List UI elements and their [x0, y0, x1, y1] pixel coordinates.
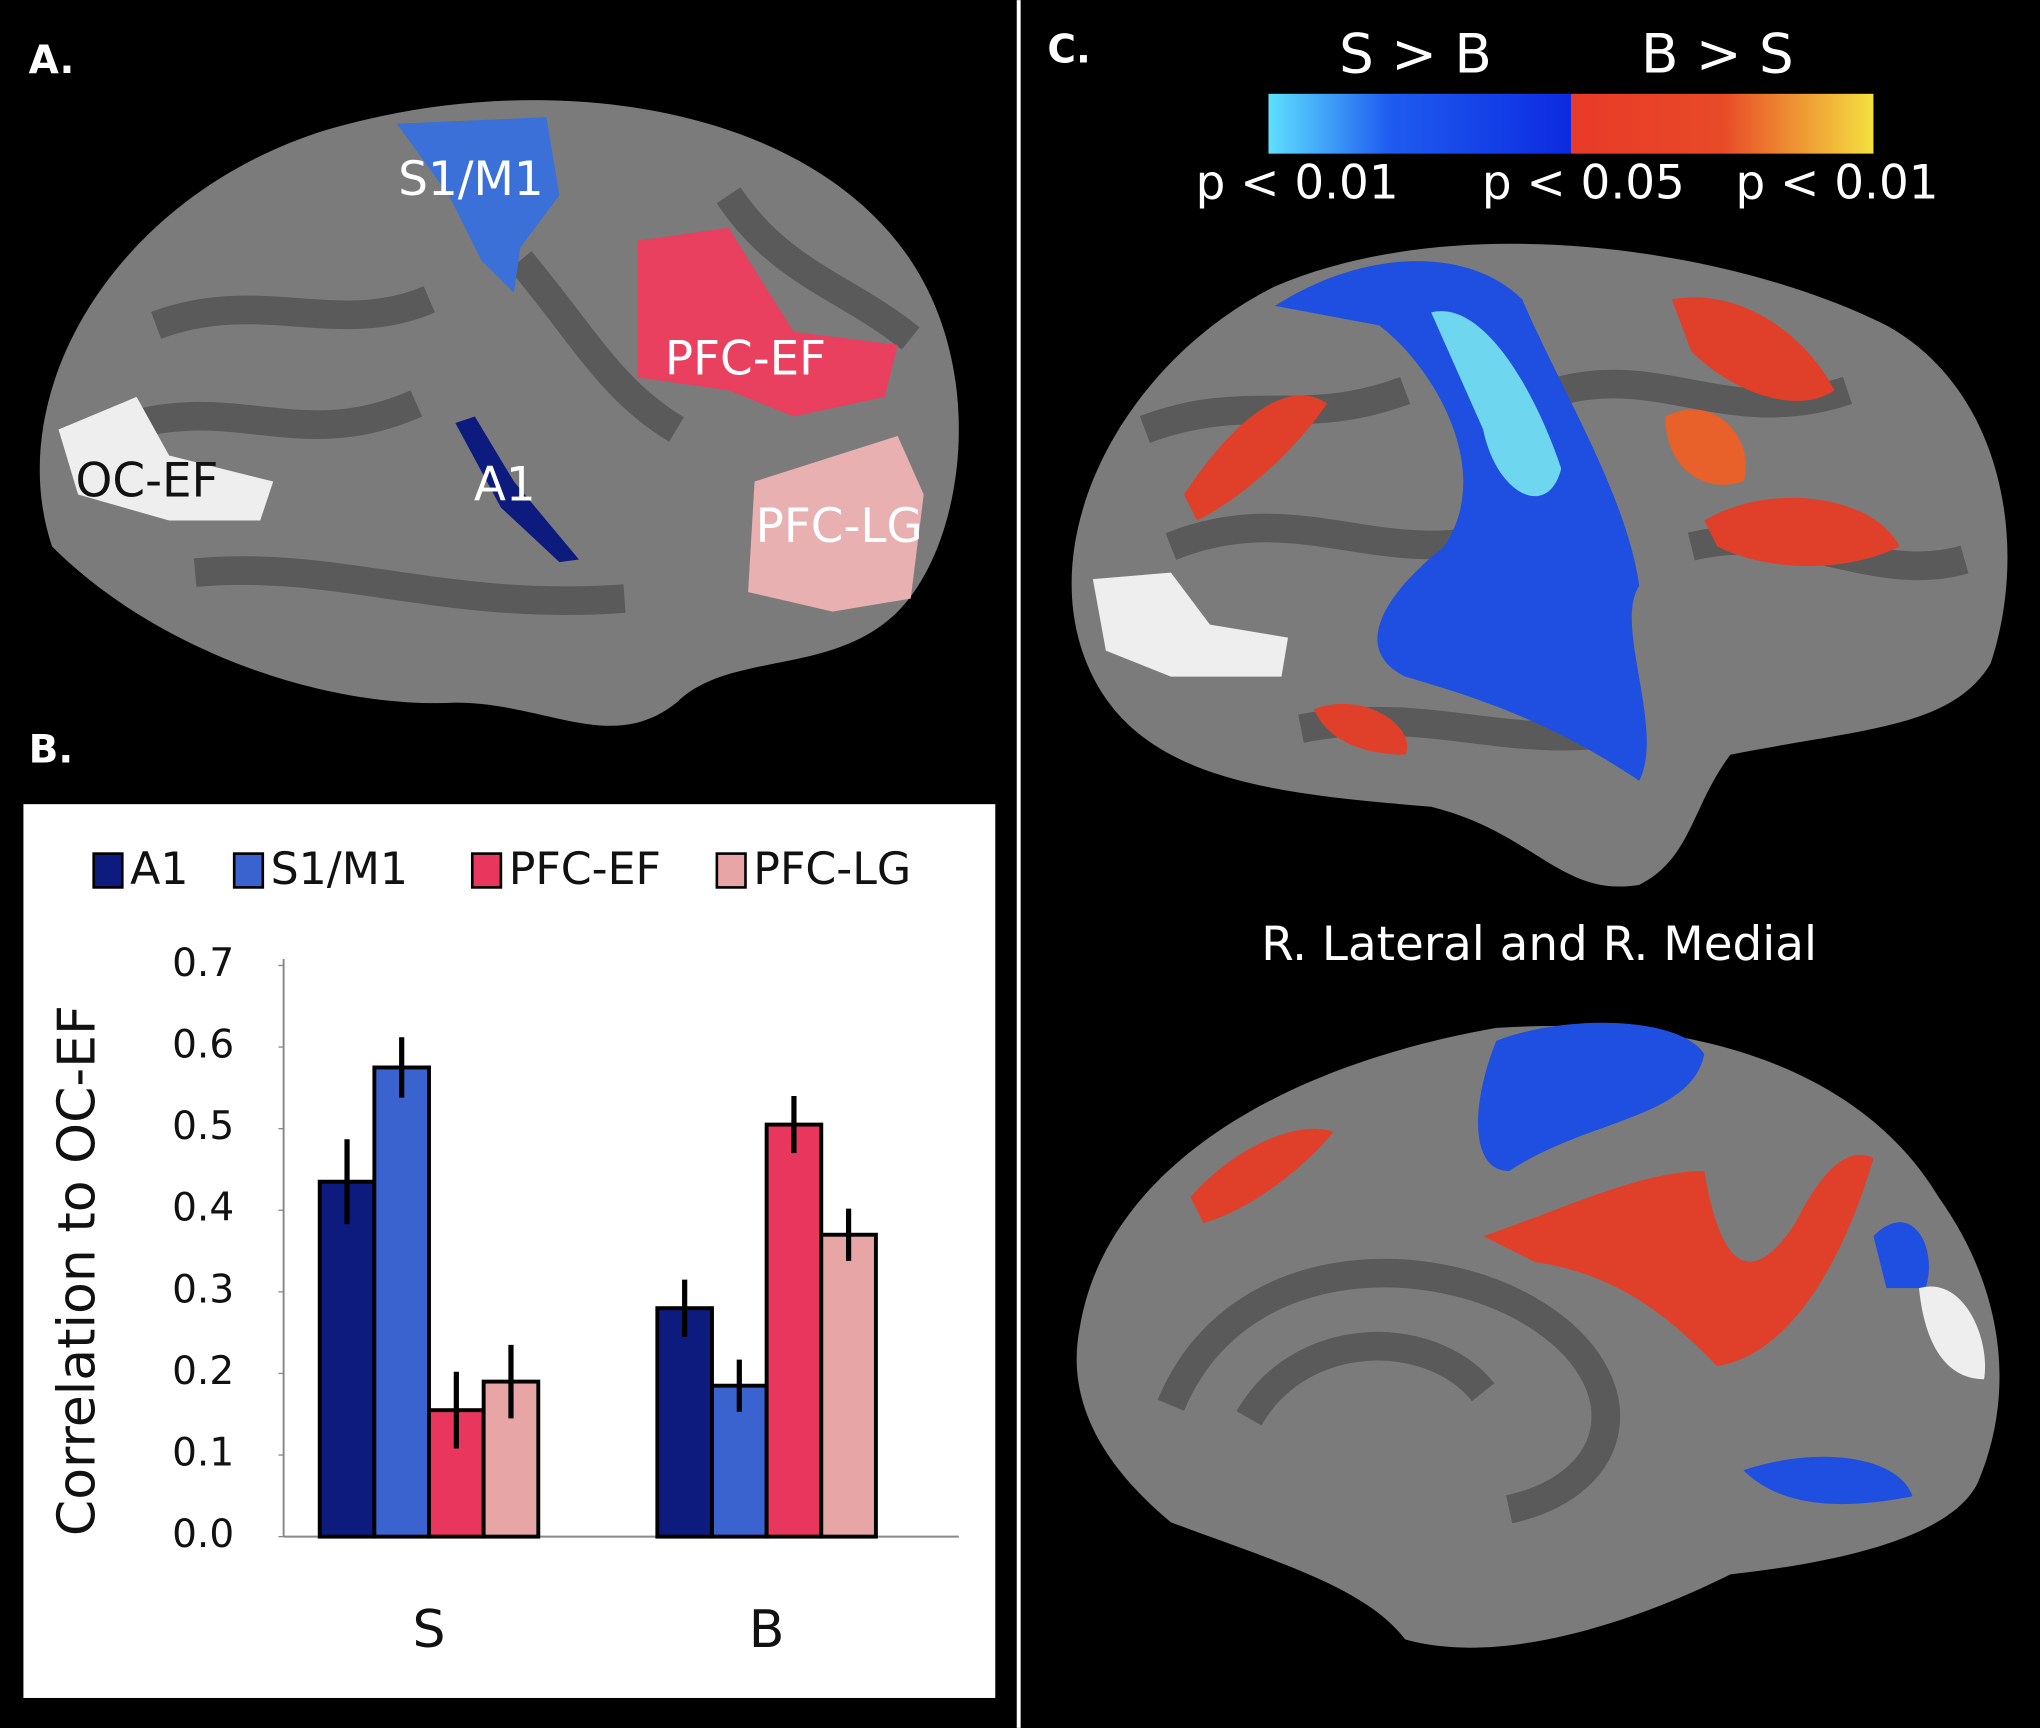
- legend-label: PFC-EF: [509, 844, 661, 895]
- colorbar-label: p < 0.01: [1196, 157, 1399, 211]
- region-label: S1/M1: [398, 153, 543, 207]
- panel-label: B.: [29, 728, 74, 773]
- y-tick-label: 0.2: [172, 1349, 234, 1394]
- bar: [317, 1179, 377, 1539]
- legend-swatch: [92, 852, 124, 889]
- brain-lateral: [1071, 243, 2008, 887]
- region-label: PFC-EF: [665, 332, 826, 386]
- y-axis-title: Correlation to OC-EF: [48, 1005, 108, 1536]
- x-tick-label: B: [749, 1600, 785, 1660]
- legend-swatch: [470, 852, 503, 889]
- brain-medial: [1076, 1022, 2000, 1648]
- y-tick-label: 0.0: [172, 1512, 234, 1557]
- colorbar-label: p < 0.01: [1736, 157, 1939, 211]
- region-label: PFC-LG: [756, 500, 923, 554]
- y-tick-label: 0.5: [172, 1104, 234, 1149]
- legend-label: A1: [130, 844, 188, 895]
- bar: [655, 1306, 714, 1539]
- colorbar: [1268, 93, 1874, 154]
- bar: [764, 1122, 824, 1539]
- legend-label: S1/M1: [271, 844, 408, 895]
- bar-chart: 0.0 0.1 0.2 0.3 0.4 0.5 0.6 0.7 Correlation to O…: [48, 844, 959, 1660]
- legend-label: PFC-LG: [753, 844, 911, 895]
- y-tick-label: 0.6: [172, 1023, 234, 1068]
- region-label: OC-EF: [76, 455, 219, 509]
- y-tick-label: 0.4: [172, 1186, 234, 1231]
- region-label: A1: [474, 459, 536, 513]
- legend-swatch: [715, 852, 747, 889]
- legend-swatch: [232, 852, 265, 889]
- y-tick-label: 0.7: [172, 941, 234, 986]
- bar: [372, 1065, 431, 1539]
- brain-a: [39, 100, 959, 726]
- panel-label: C.: [1047, 28, 1090, 73]
- y-tick-label: 0.1: [172, 1431, 234, 1476]
- colorbar-label: p < 0.05: [1482, 157, 1685, 211]
- panel-label: A.: [29, 38, 75, 83]
- x-tick-label: S: [412, 1600, 445, 1660]
- y-tick-label: 0.3: [172, 1267, 234, 1312]
- colorbar-title: S > B: [1339, 21, 1492, 85]
- bar: [819, 1232, 878, 1539]
- caption: R. Lateral and R. Medial: [1261, 918, 1817, 972]
- colorbar-title: B > S: [1641, 21, 1794, 85]
